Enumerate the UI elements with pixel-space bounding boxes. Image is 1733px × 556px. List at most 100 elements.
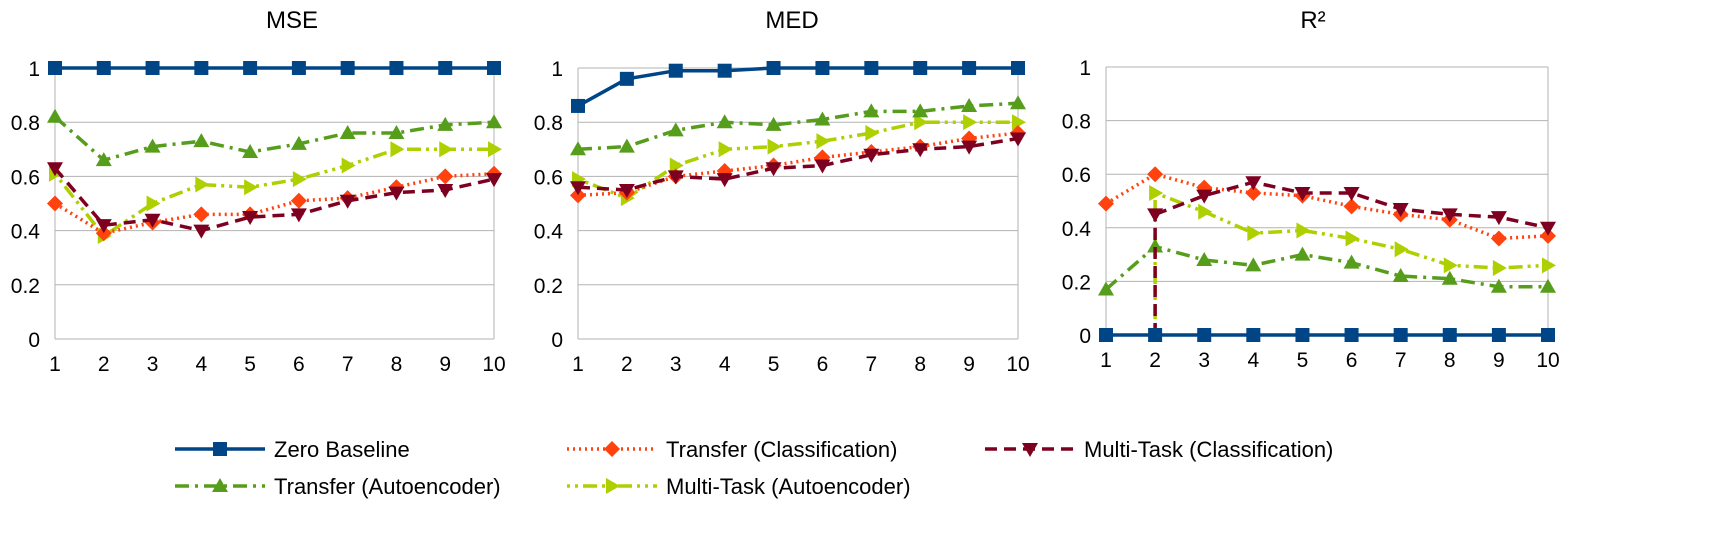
data-point bbox=[1245, 257, 1262, 272]
data-point bbox=[716, 114, 733, 129]
series-line bbox=[577, 66, 1018, 108]
legend-entry-multi-task-autoencoder: Multi-Task (Autoencoder) bbox=[567, 474, 911, 499]
data-point bbox=[1441, 270, 1458, 285]
data-point bbox=[486, 114, 502, 129]
data-point bbox=[96, 61, 111, 75]
series-zero-baseline bbox=[571, 61, 1025, 113]
y-tick-label: 0 bbox=[28, 329, 40, 352]
data-point bbox=[767, 138, 782, 155]
y-tick-label: 0 bbox=[1079, 325, 1091, 348]
y-tick-label: 0 bbox=[551, 329, 563, 352]
data-point bbox=[1392, 203, 1409, 218]
series-multi-task-classification bbox=[1147, 176, 1556, 335]
series-transfer-autoencoder bbox=[570, 95, 1026, 156]
data-point bbox=[47, 195, 63, 212]
y-tick-label: 0.4 bbox=[534, 221, 564, 244]
data-point bbox=[1394, 241, 1409, 258]
legend-marker bbox=[213, 442, 227, 456]
data-point bbox=[1542, 257, 1556, 274]
data-point bbox=[193, 224, 210, 239]
data-point bbox=[1147, 208, 1164, 223]
data-point bbox=[1098, 281, 1114, 296]
legend-entry-transfer-autoencoder: Transfer (Autoencoder) bbox=[175, 474, 501, 499]
data-point bbox=[570, 141, 586, 156]
y-tick-label: 0.2 bbox=[11, 275, 40, 298]
data-point bbox=[961, 140, 978, 155]
data-point bbox=[570, 187, 586, 204]
data-point bbox=[1010, 132, 1026, 147]
series-multi-task-classification bbox=[47, 162, 502, 239]
series-multi-task-autoencoder bbox=[572, 114, 1026, 207]
data-point bbox=[961, 97, 978, 112]
y-tick-label: 0.8 bbox=[534, 112, 563, 135]
data-point bbox=[1490, 278, 1507, 293]
data-point bbox=[388, 125, 405, 140]
data-point bbox=[865, 125, 880, 142]
data-point bbox=[1442, 328, 1457, 342]
x-tick-label: 7 bbox=[1395, 349, 1407, 372]
data-point bbox=[48, 61, 62, 75]
data-point bbox=[388, 186, 405, 201]
legend-label: Transfer (Autoencoder) bbox=[274, 474, 501, 499]
y-tick-label: 1 bbox=[551, 58, 563, 81]
x-tick-label: 7 bbox=[342, 353, 354, 376]
data-point bbox=[962, 61, 977, 75]
data-point bbox=[1441, 208, 1458, 223]
data-point bbox=[290, 192, 307, 209]
data-point bbox=[47, 162, 63, 177]
data-point bbox=[486, 173, 502, 188]
data-point bbox=[487, 61, 501, 75]
data-point bbox=[717, 63, 732, 78]
legend-label: Transfer (Classification) bbox=[666, 437, 897, 462]
data-point bbox=[1197, 328, 1212, 342]
data-point bbox=[618, 138, 635, 153]
data-point bbox=[438, 61, 453, 75]
data-point bbox=[1098, 195, 1114, 212]
x-tick-label: 7 bbox=[865, 353, 877, 376]
legend-label: Zero Baseline bbox=[274, 437, 410, 462]
data-point bbox=[1345, 230, 1360, 247]
data-point bbox=[242, 144, 259, 159]
series-line bbox=[1104, 244, 1548, 291]
data-point bbox=[47, 108, 63, 123]
data-point bbox=[1393, 328, 1408, 342]
data-point bbox=[619, 71, 634, 86]
chart-title: R² bbox=[1300, 7, 1325, 34]
data-point bbox=[146, 195, 161, 212]
chart-title: MED bbox=[765, 7, 818, 34]
data-point bbox=[95, 225, 112, 242]
data-point bbox=[340, 61, 355, 75]
y-tick-label: 0.6 bbox=[534, 166, 563, 189]
data-point bbox=[390, 141, 405, 158]
data-point bbox=[290, 135, 307, 150]
data-point bbox=[863, 103, 880, 118]
x-tick-label: 10 bbox=[1006, 353, 1029, 376]
data-point bbox=[1247, 225, 1262, 242]
y-tick-label: 0.2 bbox=[1062, 271, 1091, 294]
series-transfer-autoencoder bbox=[47, 108, 502, 167]
data-point bbox=[668, 63, 683, 78]
legend-label: Multi-Task (Autoencoder) bbox=[666, 474, 911, 499]
legend-entry-transfer-classification: Transfer (Classification) bbox=[567, 437, 897, 462]
x-tick-label: 8 bbox=[1444, 349, 1456, 372]
data-point bbox=[1344, 328, 1359, 342]
legend-entry-multi-task-classification: Multi-Task (Classification) bbox=[985, 437, 1333, 462]
data-point bbox=[1246, 328, 1261, 342]
data-point bbox=[1294, 186, 1311, 201]
series-line bbox=[54, 171, 495, 236]
series-zero-baseline bbox=[48, 61, 501, 75]
data-point bbox=[1343, 198, 1360, 215]
series-line bbox=[1105, 172, 1549, 241]
y-tick-label: 0.4 bbox=[11, 221, 41, 244]
x-tick-label: 6 bbox=[1346, 349, 1358, 372]
x-tick-label: 1 bbox=[572, 353, 584, 376]
data-point bbox=[1392, 268, 1409, 283]
data-point bbox=[863, 148, 880, 163]
data-point bbox=[1343, 186, 1360, 201]
data-point bbox=[669, 157, 684, 174]
data-point bbox=[1295, 328, 1310, 342]
data-point bbox=[765, 116, 782, 131]
data-point bbox=[814, 111, 831, 126]
series-line bbox=[53, 147, 494, 238]
legend: Zero Baseline Transfer (Classification) Mu… bbox=[175, 437, 1333, 499]
